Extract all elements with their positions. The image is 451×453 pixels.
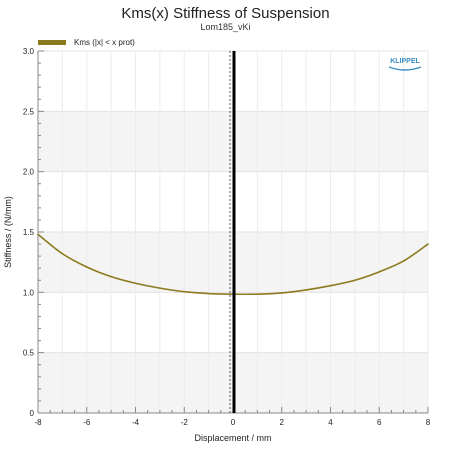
x-tick-labels: -8 -6 -4 -2 0 2 4 6 8 xyxy=(34,418,430,427)
legend-label: Kms (|x| < x prot) xyxy=(74,38,135,47)
x-tick-label: -4 xyxy=(132,418,140,427)
data-point xyxy=(134,282,137,285)
y-tick-label: 1.0 xyxy=(23,288,35,297)
y-tick-label: 1.5 xyxy=(23,228,35,237)
series-group xyxy=(37,51,429,413)
y-tick-label: 3.0 xyxy=(23,47,35,56)
x-tick-label: -6 xyxy=(83,418,91,427)
y-tick-label: 0.5 xyxy=(23,349,35,358)
chart-title: Kms(x) Stiffness of Suspension xyxy=(121,5,330,22)
data-point xyxy=(378,271,381,273)
y-tick-label: 2.0 xyxy=(23,168,35,177)
data-point xyxy=(207,292,210,295)
data-point xyxy=(256,293,259,295)
klippel-logo: KLIPPEL xyxy=(388,58,422,71)
y-axis-label: Stiffness / (N/mm) xyxy=(3,196,13,268)
x-tick-label: 4 xyxy=(328,418,333,427)
x-tick-label: 8 xyxy=(426,418,431,427)
legend: Kms (|x| < x prot) xyxy=(38,38,135,47)
data-point xyxy=(183,290,186,293)
data-point xyxy=(110,275,112,278)
y-tick-labels: 0 0.5 1.0 1.5 2.0 2.5 3.0 xyxy=(23,47,35,418)
y-tick-label: 0 xyxy=(30,409,35,418)
data-point xyxy=(402,260,405,262)
data-point xyxy=(280,292,283,294)
x-tick-label: 2 xyxy=(280,418,285,427)
data-point xyxy=(37,233,39,236)
x-tick-label: -2 xyxy=(181,418,189,427)
x-tick-label: 6 xyxy=(377,418,382,427)
data-point xyxy=(85,266,88,268)
y-tick-label: 2.5 xyxy=(23,107,35,116)
x-axis-label: Displacement / mm xyxy=(194,433,271,443)
data-point xyxy=(329,284,332,287)
logo-text: KLIPPEL xyxy=(390,58,420,65)
x-tick-label: -8 xyxy=(34,418,42,427)
logo-swoosh xyxy=(388,66,422,71)
data-point xyxy=(159,287,161,289)
chart-subtitle: Lom185_vKi xyxy=(200,22,251,32)
data-point xyxy=(427,243,429,245)
legend-swatch xyxy=(38,40,66,45)
data-point xyxy=(61,252,64,255)
data-point xyxy=(354,279,356,282)
data-point xyxy=(305,289,307,291)
x-tick-label: 0 xyxy=(231,418,236,427)
